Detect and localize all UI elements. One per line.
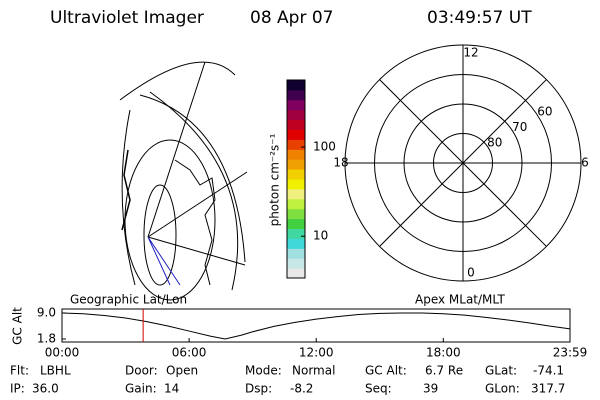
colorbar-tick-label: 100 [313, 140, 336, 154]
info-label: GLon: [485, 382, 520, 396]
x-tick-label: 12:00 [299, 346, 334, 360]
colorbar-swatch [287, 149, 305, 160]
polar-ring-label: 80 [487, 136, 502, 150]
x-tick-label: 18:00 [426, 346, 461, 360]
geographic-map [119, 61, 248, 301]
info-panel: Flt: LBHL Door: Open Mode: Normal GC Alt: 6.7 R… [10, 364, 565, 396]
x-tick-label: 23:59 [553, 346, 588, 360]
info-value: 6.7 Re [425, 364, 463, 378]
colorbar-swatch [287, 198, 305, 210]
info-label: GC Alt: [365, 364, 407, 378]
panel-title-right: Apex MLat/MLT [415, 293, 505, 307]
y-axis-label: GC Alt [11, 307, 25, 345]
info-value: LBHL [40, 364, 71, 378]
colorbar-swatch [287, 208, 305, 220]
x-tick-label: 00:00 [45, 346, 80, 360]
info-label: IP: [10, 382, 25, 396]
colorbar-swatch [287, 129, 305, 140]
info-value: 39 [423, 382, 438, 396]
polar-mlt-label: 6 [581, 156, 589, 170]
colorbar-swatch [287, 179, 305, 190]
altitude-plot: 1.8 9.0 00:00 06:00 12:00 18:00 23:59 [37, 306, 587, 360]
colorbar-swatch [287, 119, 305, 130]
panel-title-left: Geographic Lat/Lon [70, 293, 187, 307]
colorbar-swatch [287, 109, 305, 121]
info-value: -74.1 [533, 364, 564, 378]
colorbar-swatch [287, 268, 305, 279]
info-value: 36.0 [32, 382, 59, 396]
colorbar-swatch [287, 89, 305, 101]
colorbar-swatch [287, 238, 305, 249]
time: 03:49:57 UT [427, 8, 532, 28]
polar-ring-label: 70 [512, 120, 527, 134]
colorbar-label: photon cm⁻²s⁻¹ [268, 133, 282, 226]
colorbar-swatch [287, 80, 305, 91]
info-value: Normal [292, 364, 335, 378]
altitude-line [61, 312, 571, 340]
colorbar-swatch [287, 139, 305, 150]
colorbar-swatch [287, 188, 305, 200]
info-label: Door: [125, 364, 158, 378]
colorbar-swatch [287, 228, 305, 239]
polar-mlt-label: 0 [467, 266, 475, 280]
title: Ultraviolet Imager [50, 8, 204, 28]
colorbar: 10 100 [286, 79, 336, 279]
polar-ring-label: 60 [537, 104, 552, 118]
colorbar-swatch [287, 218, 305, 229]
colorbar-swatch [287, 258, 305, 269]
polar-spoke [379, 79, 547, 247]
y-tick-label: 9.0 [37, 306, 56, 320]
info-label: GLat: [485, 364, 517, 378]
info-label: Mode: [245, 364, 282, 378]
info-value: -8.2 [290, 382, 313, 396]
info-label: Seq: [365, 382, 392, 396]
colorbar-frame [286, 79, 306, 279]
colorbar-swatch [287, 248, 305, 259]
polar-mlt-label: 18 [333, 156, 348, 170]
info-label: Dsp: [245, 382, 272, 396]
colorbar-tick-label: 10 [313, 229, 328, 243]
info-value: 14 [164, 382, 179, 396]
info-value: Open [166, 364, 198, 378]
colorbar-swatch [287, 99, 305, 111]
info-label: Flt: [10, 364, 29, 378]
x-tick-label: 06:00 [172, 346, 207, 360]
date: 08 Apr 07 [250, 8, 333, 28]
colorbar-swatch [287, 169, 305, 180]
polar-plot: 80 70 60 0 6 12 18 [333, 44, 589, 282]
plot-frame [61, 308, 571, 343]
colorbar-swatch [287, 159, 305, 170]
y-tick-label: 1.8 [37, 332, 56, 346]
polar-mlt-label: 12 [463, 46, 478, 60]
info-label: Gain: [125, 382, 157, 396]
info-value: 317.7 [531, 382, 565, 396]
